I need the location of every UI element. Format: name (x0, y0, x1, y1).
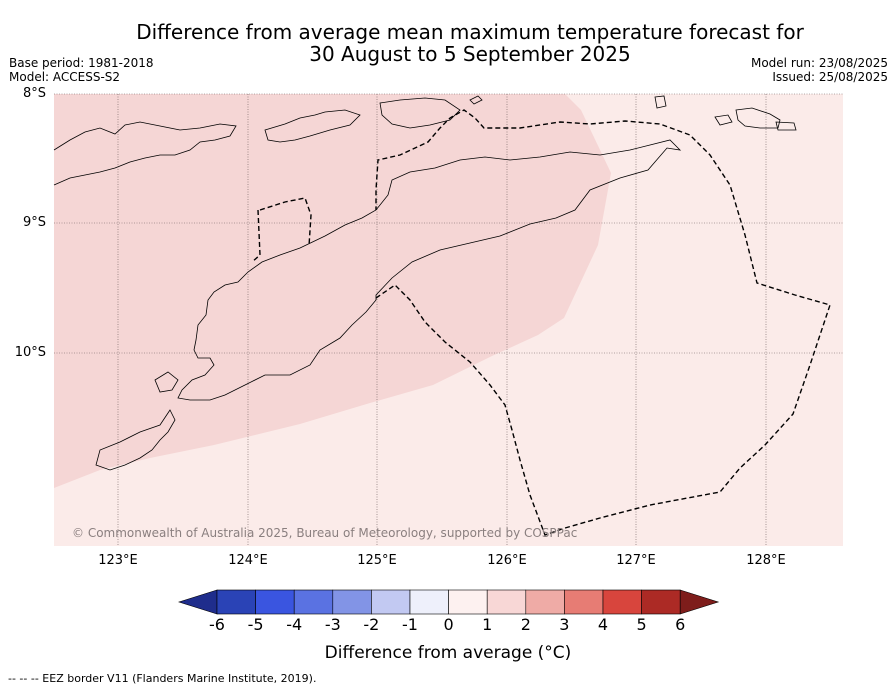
colorbar-segment (293, 589, 334, 615)
colorbar-segment (409, 589, 449, 615)
colorbar-tick-label: -5 (247, 615, 264, 634)
chart-title-line2: 30 August to 5 September 2025 (309, 42, 631, 66)
colorbar-tick-label: 3 (559, 615, 570, 634)
anomaly-region-1-2 (54, 94, 611, 488)
lon-label-128e: 128°E (746, 553, 786, 568)
coastline-rote (95, 409, 176, 471)
lat-label-9s: 9°S (22, 215, 46, 230)
colorbar-tick-label: 1 (482, 615, 493, 634)
colorbar-title: Difference from average (°C) (324, 643, 572, 663)
colorbar-tick-label: -6 (209, 615, 225, 634)
coastline-atauro (469, 95, 483, 105)
meta-left: Base period: 1981-2018 Model: ACCESS-S2 (9, 56, 154, 84)
eez-border-oecusse (251, 197, 312, 263)
colorbar-tick-label: -3 (324, 615, 341, 634)
issued-date: Issued: 25/08/2025 (772, 70, 888, 84)
colorbar-segment (564, 589, 604, 615)
coastline-small-island-1 (654, 95, 667, 109)
colorbar-segment (525, 589, 565, 615)
coastline-timor (177, 139, 682, 401)
colorbar-extend-high (679, 589, 720, 615)
base-period: Base period: 1981-2018 (9, 56, 154, 70)
colorbar-tick-label: 4 (597, 615, 609, 634)
lon-label-125e: 125°E (357, 553, 397, 568)
colorbar-segment (216, 589, 256, 615)
colorbar-segment (448, 589, 488, 615)
colorbar-segment (255, 589, 295, 615)
colorbar-segment (486, 589, 527, 615)
colorbar-tick-label: -4 (286, 615, 303, 634)
colorbar-segment (332, 589, 372, 615)
lon-label-126e: 126°E (487, 553, 527, 568)
lon-label-124e: 124°E (228, 553, 268, 568)
colorbar-extend-low (178, 589, 218, 615)
coastline-flores (53, 121, 237, 186)
colorbar-segment (371, 589, 411, 615)
lat-label-10s: 10°S (14, 345, 46, 360)
colorbar-segment (602, 589, 642, 615)
colorbar-tick-label: 6 (675, 615, 686, 634)
coastline-small-island-4 (714, 114, 733, 126)
gridlines (54, 93, 843, 546)
colorbar-tick-label: 2 (520, 615, 531, 634)
model-name: Model: ACCESS-S2 (9, 70, 121, 84)
colorbar-tick-label: -2 (363, 615, 380, 634)
coastline-small-island-3 (775, 121, 797, 131)
coastline-small-island-2 (735, 107, 781, 129)
coastlines (53, 95, 797, 471)
lon-label-127e: 127°E (616, 553, 656, 568)
colorbar-tick-label: -1 (402, 615, 418, 634)
credit-text: © Commonwealth of Australia 2025, Bureau… (72, 526, 578, 540)
coastline-wetar (379, 97, 461, 129)
lat-label-8s: 8°S (22, 86, 46, 101)
coastline-alor (264, 109, 361, 143)
colorbar-tick-label: 5 (636, 615, 647, 634)
footnote: -- -- -- EEZ border V11 (Flanders Marine… (8, 672, 317, 685)
colorbar (178, 589, 720, 615)
eez-borders (251, 109, 831, 536)
coastline-semau (154, 371, 179, 393)
colorbar-segment (641, 589, 681, 615)
meta-right: Model run: 23/08/2025 Issued: 25/08/2025 (751, 56, 888, 84)
chart-title-line1: Difference from average mean maximum tem… (136, 20, 804, 44)
colorbar-tick-label: 0 (443, 615, 454, 634)
lon-label-123e: 123°E (98, 553, 138, 568)
model-run: Model run: 23/08/2025 (750, 56, 888, 70)
